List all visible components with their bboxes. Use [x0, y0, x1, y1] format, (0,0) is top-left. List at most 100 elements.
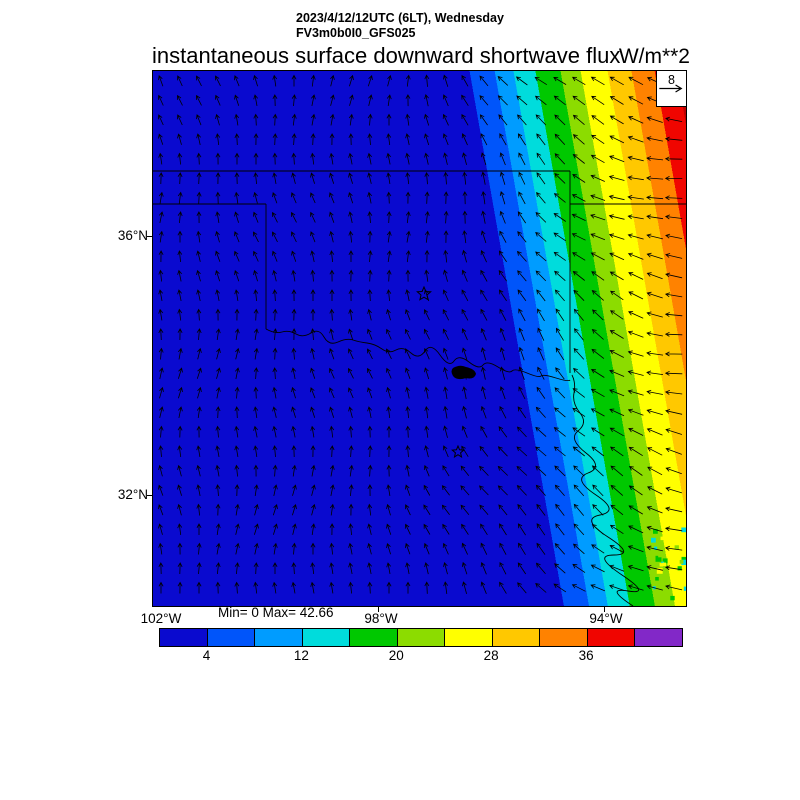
wind-vector-arrow	[272, 581, 278, 594]
wind-vector-arrow	[573, 347, 585, 360]
wind-vector-arrow	[480, 523, 488, 536]
wind-vector-arrow	[517, 289, 527, 302]
wind-vector-arrow	[572, 174, 586, 183]
wind-vector-arrow	[424, 133, 430, 146]
wind-vector-arrow	[442, 94, 449, 107]
wind-vector-arrow	[535, 446, 547, 457]
colorbar-segment	[160, 629, 207, 646]
wind-vector-arrow	[460, 504, 470, 515]
wind-vector-arrow	[609, 115, 624, 125]
wind-vector-arrow	[215, 562, 221, 575]
wind-vector-arrow	[367, 562, 373, 574]
wind-vector-arrow	[234, 270, 240, 282]
wind-vector-arrow	[627, 252, 644, 260]
wind-vector-arrow	[158, 542, 164, 555]
wind-vector-arrow	[159, 406, 164, 418]
wind-vector-arrow	[609, 252, 625, 261]
wind-vector-arrow	[536, 152, 546, 165]
wind-vector-arrow	[499, 405, 507, 419]
wind-vector-arrow	[572, 407, 586, 417]
wind-vector-arrow	[441, 485, 450, 496]
wind-vector-arrow	[178, 367, 183, 379]
map-area: 8	[152, 70, 687, 607]
wind-vector-arrow	[367, 250, 373, 263]
wind-vector-arrow	[234, 133, 240, 146]
wind-vector-arrow	[196, 308, 202, 321]
wind-vector-arrow	[405, 386, 410, 399]
wind-vector-arrow	[386, 230, 392, 243]
wind-vector-arrow	[215, 230, 220, 243]
wind-vector-arrow	[348, 211, 353, 223]
wind-vector-arrow	[177, 75, 183, 87]
wind-vector-arrow	[442, 523, 450, 535]
wind-vector-arrow	[405, 191, 411, 204]
wind-vector-arrow	[554, 387, 566, 399]
wind-vector-arrow	[216, 367, 221, 379]
wind-vector-arrow	[442, 289, 449, 302]
wind-vector-arrow	[405, 542, 411, 555]
wind-vector-arrow	[628, 485, 643, 496]
wind-vector-arrow	[572, 95, 586, 106]
wind-vector-arrow	[386, 367, 392, 379]
wind-vector-arrow	[405, 504, 411, 516]
wind-vector-arrow	[215, 542, 221, 555]
wind-vector-arrow	[646, 408, 663, 416]
wind-vector-arrow	[480, 250, 487, 263]
wind-vector-arrow	[480, 133, 488, 146]
wind-vector-arrow	[609, 389, 625, 397]
wind-vector-arrow	[291, 542, 297, 555]
wind-vector-arrow	[177, 445, 183, 458]
wind-vector-arrow	[386, 172, 392, 184]
wind-vector-arrow	[608, 233, 625, 240]
wind-vector-arrow	[442, 308, 450, 321]
wind-vector-arrow	[462, 581, 467, 595]
wind-vector-arrow	[158, 289, 164, 301]
wind-vector-arrow	[443, 581, 449, 594]
low-flux-speckle	[655, 555, 662, 562]
wind-vector-arrow	[518, 542, 526, 555]
wind-vector-arrow	[253, 484, 259, 496]
wind-vector-arrow	[158, 328, 164, 341]
wind-vector-arrow	[215, 464, 221, 477]
wind-vector-arrow	[386, 543, 391, 555]
wind-vector-arrow	[291, 308, 297, 321]
wind-vector-arrow	[424, 191, 430, 204]
wind-vector-arrow	[367, 230, 373, 243]
wind-vector-arrow	[272, 74, 278, 87]
wind-vector-arrow	[555, 327, 564, 341]
wind-vector-arrow	[234, 113, 240, 126]
wind-vector-arrow	[405, 309, 411, 321]
colorbar-tick-label: 28	[483, 648, 499, 663]
wind-vector-arrow	[310, 192, 316, 204]
wind-vector-arrow	[405, 211, 411, 224]
wind-vector-arrow	[329, 406, 335, 418]
wind-vector-arrow	[311, 503, 316, 516]
wind-vector-arrow	[196, 542, 202, 555]
wind-vector-arrow	[646, 214, 664, 220]
wind-vector-arrow	[405, 367, 411, 379]
wind-vector-arrow	[461, 289, 469, 302]
wind-vector-arrow	[405, 464, 410, 477]
wind-vector-arrow	[196, 289, 201, 301]
wind-vector-arrow	[234, 211, 239, 223]
low-flux-speckle	[679, 560, 684, 564]
wind-vector-arrow	[310, 406, 316, 418]
wind-vector-arrow	[424, 93, 429, 107]
wind-vector-arrow	[272, 152, 278, 165]
wind-vector-arrow	[386, 133, 392, 146]
wind-vector-arrow	[590, 388, 605, 398]
wind-vector-arrow	[499, 210, 506, 224]
wind-vector-arrow	[572, 427, 586, 437]
wind-vector-arrow	[479, 445, 489, 457]
wind-vector-arrow	[517, 406, 527, 419]
wind-vector-arrow	[516, 446, 528, 457]
wind-vector-arrow	[329, 211, 335, 223]
wind-vector-arrow	[196, 152, 202, 165]
wind-vector-arrow	[443, 249, 449, 263]
wind-vector-arrow	[158, 562, 164, 575]
wind-vector-arrow	[646, 370, 664, 376]
wind-vector-arrow	[234, 581, 240, 594]
wind-vector-arrow	[291, 406, 296, 418]
wind-vector-arrow	[291, 269, 297, 282]
wind-vector-arrow	[554, 563, 566, 574]
